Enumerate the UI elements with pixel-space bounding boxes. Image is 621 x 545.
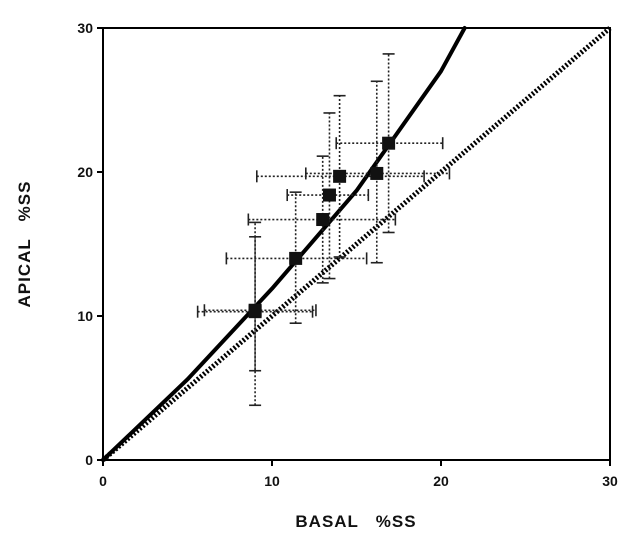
data-point (316, 213, 330, 227)
x-tick-label: 30 (602, 473, 618, 489)
axes: 0 10 20 30 0 10 20 30 (77, 20, 618, 489)
data-points (248, 136, 396, 319)
x-tick-label: 10 (264, 473, 280, 489)
y-tick-label: 10 (77, 308, 93, 324)
lines (101, 26, 612, 462)
y-tick-label: 30 (77, 20, 93, 36)
fit-curve (101, 26, 467, 462)
data-point (248, 303, 262, 317)
x-tick-label: 0 (99, 473, 107, 489)
data-point (322, 188, 336, 202)
x-tick-label: 20 (433, 473, 449, 489)
plot-frame (102, 27, 611, 461)
x-axis-title: BASAL %SS (295, 512, 416, 531)
data-point (333, 169, 347, 183)
y-axis-title: APICAL %SS (15, 181, 34, 308)
y-tick-label: 20 (77, 164, 93, 180)
data-point (289, 251, 303, 265)
y-tick-label: 0 (85, 452, 93, 468)
data-point (370, 166, 384, 180)
identity-line (101, 26, 612, 462)
data-point (382, 136, 396, 150)
